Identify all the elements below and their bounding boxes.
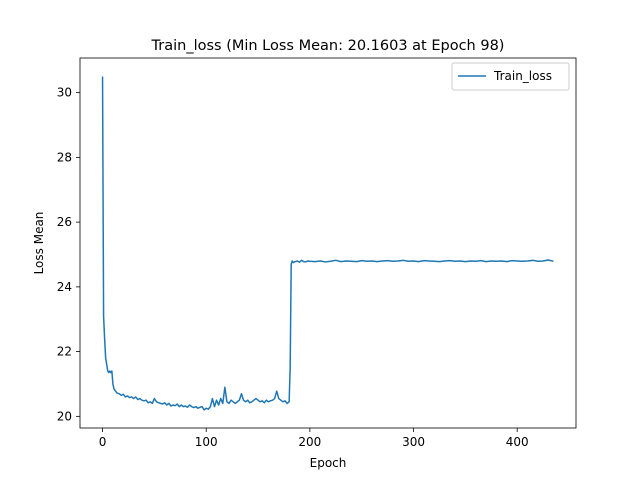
- series-line-train-loss: [101, 76, 554, 411]
- plot-area: [101, 76, 554, 411]
- legend-entry-train-loss: Train_loss: [493, 69, 552, 83]
- x-tick-label: 100: [195, 435, 218, 449]
- x-tick-label: 0: [99, 435, 107, 449]
- legend: Train_loss: [451, 62, 570, 91]
- y-tick-label: 26: [57, 215, 72, 229]
- x-axis: 0 100 200 300 400: [99, 428, 529, 449]
- y-tick-label: 24: [57, 280, 72, 294]
- y-axis-label: Loss Mean: [32, 212, 46, 275]
- x-tick-label: 300: [402, 435, 425, 449]
- x-tick-label: 400: [506, 435, 529, 449]
- chart-title: Train_loss (Min Loss Mean: 20.1603 at Ep…: [151, 38, 505, 54]
- y-tick-label: 22: [57, 345, 72, 359]
- y-tick-label: 20: [57, 409, 72, 423]
- y-axis: 20 22 24 26 28 30: [57, 86, 80, 423]
- plot-frame: [79, 57, 577, 429]
- x-axis-label: Epoch: [310, 456, 347, 470]
- y-tick-label: 30: [57, 86, 72, 100]
- x-tick-label: 200: [298, 435, 321, 449]
- legend-box: [451, 62, 570, 91]
- y-tick-label: 28: [57, 150, 72, 164]
